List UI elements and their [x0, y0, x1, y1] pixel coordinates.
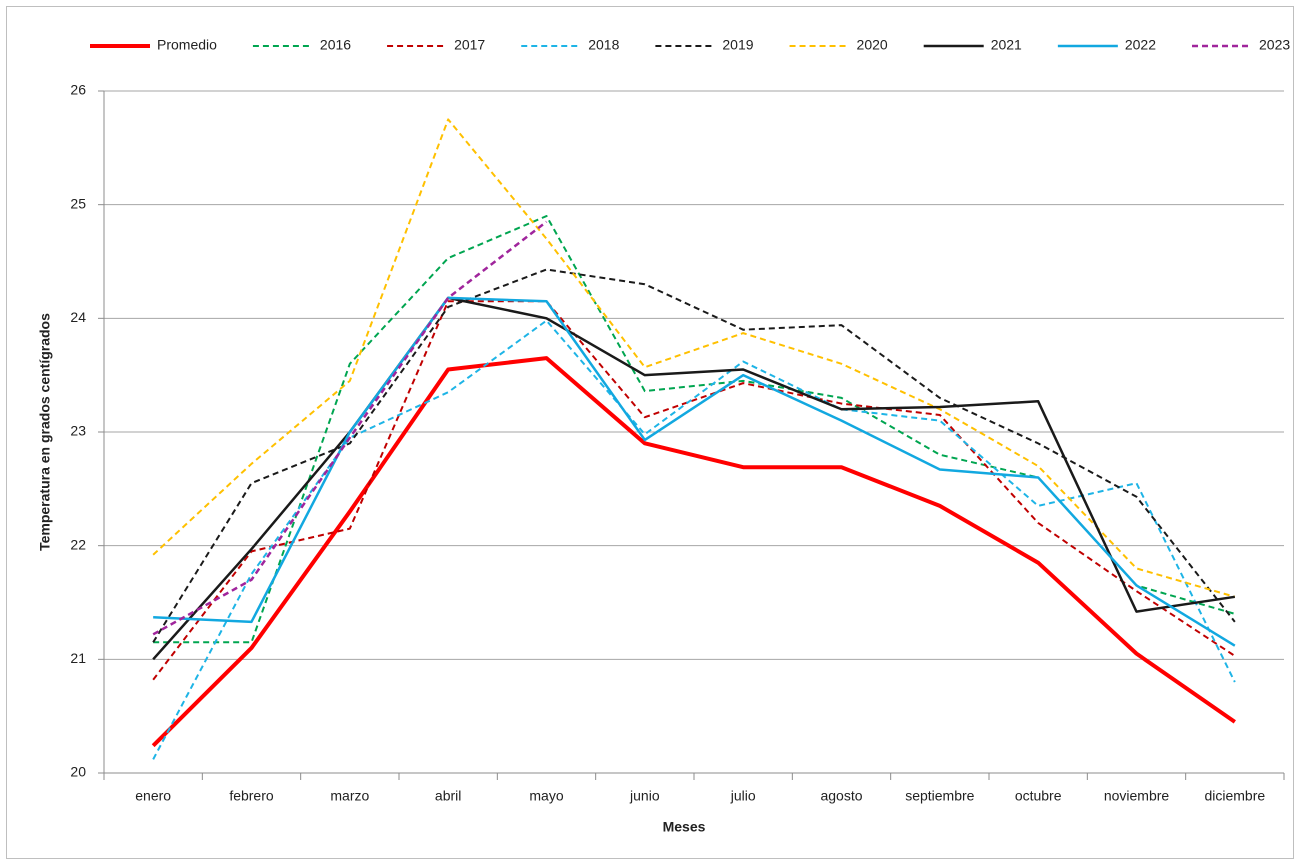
legend-label: 2021 — [991, 37, 1022, 53]
x-tick-label: agosto — [820, 788, 862, 804]
series-line — [153, 296, 1236, 647]
legend-label: 2019 — [722, 37, 753, 53]
legend-label: 2020 — [857, 37, 888, 53]
y-tick-label: 24 — [70, 309, 86, 325]
x-tick-label: diciembre — [1204, 788, 1265, 804]
series-line — [152, 300, 1236, 681]
series-line — [151, 356, 1236, 748]
y-tick-label: 26 — [70, 82, 86, 98]
series-line — [152, 220, 548, 636]
legend-label: Promedio — [157, 37, 217, 53]
series-line — [152, 296, 1236, 661]
legend-label: 2022 — [1125, 37, 1156, 53]
x-tick-label: febrero — [229, 788, 274, 804]
series-line — [152, 118, 1236, 598]
x-axis-label: Meses — [663, 819, 706, 835]
x-tick-label: junio — [629, 788, 660, 804]
y-tick-label: 22 — [70, 536, 86, 552]
x-tick-label: enero — [135, 788, 171, 804]
x-tick-label: noviembre — [1104, 788, 1170, 804]
x-tick-label: septiembre — [905, 788, 974, 804]
y-tick-label: 20 — [70, 764, 86, 780]
y-tick-label: 25 — [70, 195, 86, 211]
x-tick-label: mayo — [529, 788, 563, 804]
legend-label: 2023 — [1259, 37, 1290, 53]
series-line — [152, 319, 1236, 760]
legend-label: 2016 — [320, 37, 351, 53]
x-tick-label: octubre — [1015, 788, 1062, 804]
x-tick-label: marzo — [330, 788, 369, 804]
y-tick-label: 23 — [70, 423, 86, 439]
legend-label: 2018 — [588, 37, 619, 53]
y-tick-label: 21 — [70, 650, 86, 666]
x-tick-label: abril — [435, 788, 461, 804]
x-tick-label: julio — [730, 788, 756, 804]
legend-label: 2017 — [454, 37, 485, 53]
y-axis-label: Temperatura en grados centígrados — [37, 313, 53, 551]
